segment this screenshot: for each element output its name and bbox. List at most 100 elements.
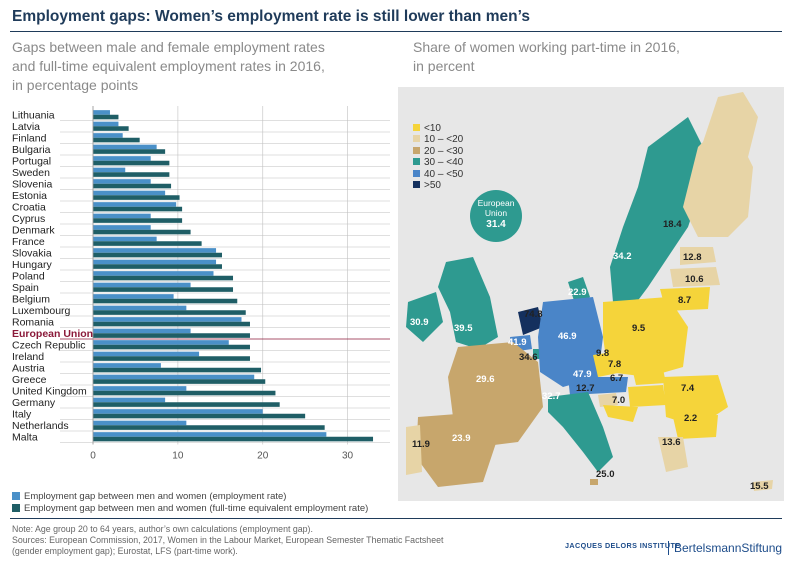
bar-employment-rate [93, 340, 229, 345]
bar-fte-rate [93, 264, 222, 269]
bar-fte-rate [93, 183, 172, 189]
map-italy [548, 392, 613, 472]
category-label: Croatia [12, 201, 46, 213]
bertelsmann-logo: BertelsmannStiftung [668, 541, 782, 555]
map-austria [568, 377, 628, 395]
bar-fte-rate [93, 379, 266, 384]
map-value-finland: 18.4 [663, 219, 682, 230]
legend-label-1: Employment gap between men and women (em… [24, 491, 287, 502]
legend-text: >50 [424, 179, 441, 191]
x-tick-label: 0 [90, 451, 96, 462]
bar-employment-rate [93, 110, 110, 115]
map-legend-item: 30 – <40 [413, 157, 463, 168]
category-label: Sweden [12, 167, 50, 179]
map-hungary [628, 385, 666, 407]
map-value-portugal: 11.9 [412, 439, 430, 450]
map-svg: 18.4 34.2 12.8 10.6 8.7 22.9 74.8 30.9 3… [406, 92, 773, 492]
map-value-denmark: 22.9 [568, 287, 587, 298]
legend-text: <10 [424, 123, 441, 134]
bar-employment-rate [93, 374, 255, 380]
note-line-1: Note: Age group 20 to 64 years, author’s… [12, 524, 313, 534]
map-value-uk: 39.5 [454, 323, 473, 334]
map-value-spain: 23.9 [452, 433, 471, 444]
category-label: Cyprus [12, 213, 45, 225]
map-slovakia [633, 369, 666, 385]
legend-swatch [413, 158, 420, 166]
category-label: Ireland [12, 351, 44, 363]
bar-fte-rate [93, 287, 234, 292]
bar-employment-rate [93, 248, 217, 253]
bar-fte-rate [93, 390, 276, 396]
bar-employment-rate [93, 294, 174, 299]
x-tick-label: 10 [172, 451, 184, 462]
map-value-netherlands: 74.8 [524, 309, 543, 320]
category-label: Portugal [12, 155, 51, 167]
x-tick-label: 20 [257, 451, 269, 462]
map-subtitle-line-1: Share of women working part-time in 2016… [413, 39, 680, 55]
bar-employment-rate [93, 167, 126, 173]
map-value-cyprus: 15.5 [750, 481, 769, 492]
category-label: Finland [12, 132, 47, 144]
title-rule [10, 31, 782, 32]
category-label: Denmark [12, 224, 55, 236]
map-malta [590, 479, 598, 485]
legend-swatch [413, 124, 420, 131]
legend-swatch-dark [12, 504, 20, 512]
bar-employment-rate [93, 225, 151, 230]
legend-swatch [413, 146, 420, 154]
map-legend-item: 40 – <50 [413, 169, 463, 180]
bar-employment-rate [93, 202, 177, 207]
category-label: Luxembourg [12, 305, 71, 317]
bar-employment-rate [93, 213, 151, 219]
category-label: Latvia [12, 121, 40, 133]
category-label: Poland [12, 270, 45, 282]
map-value-germany: 46.9 [558, 331, 577, 342]
legend-text: 40 – <50 [424, 168, 464, 180]
bar-employment-rate [93, 386, 187, 391]
bar-fte-rate [93, 126, 129, 131]
category-label: Spain [12, 282, 39, 294]
map-value-greece: 13.6 [662, 437, 681, 448]
map-legend: <10 10 – <20 20 – <30 30 – <40 40 – <50 … [413, 123, 463, 191]
category-label: Romania [12, 316, 54, 328]
bar-fte-rate [93, 149, 166, 154]
bar-fte-rate [93, 298, 238, 304]
map-uk [438, 257, 498, 349]
bar-fte-rate [93, 252, 222, 258]
map-latvia [670, 267, 720, 287]
category-label: Slovakia [12, 247, 52, 259]
map-legend-item: 10 – <20 [413, 134, 463, 145]
legend-label-2: Employment gap between men and women (fu… [24, 503, 369, 514]
bar-legend-item-2: Employment gap between men and women (fu… [12, 503, 368, 514]
map-subtitle-line-2: in percent [413, 58, 475, 74]
map-finland [683, 117, 753, 237]
legend-swatch [413, 135, 420, 143]
footer-rule [10, 518, 782, 519]
map-ireland [406, 292, 443, 342]
map-estonia [680, 247, 716, 265]
bar-employment-rate [93, 432, 327, 437]
map-value-poland: 9.5 [632, 323, 646, 334]
map-croatia [603, 405, 638, 422]
bar-fte-rate [93, 367, 262, 373]
map-value-slovakia: 7.8 [608, 359, 621, 370]
bar-fte-rate [93, 195, 180, 200]
bar-subtitle-line-1: Gaps between male and female employment … [12, 39, 325, 55]
eu-badge-value: 31.4 [486, 219, 506, 230]
bar-employment-rate [93, 317, 242, 322]
bar-subtitle-line-3: in percentage points [12, 77, 139, 93]
bar-employment-rate [93, 282, 191, 288]
map-value-belgium: 41.9 [508, 337, 527, 348]
map-legend-item: <10 [413, 123, 463, 134]
map-value-malta: 25.0 [596, 469, 615, 480]
bar-subtitle-line-2: and full-time equivalent employment rate… [12, 58, 325, 74]
note-line-3: (gender employment gap); Eurostat, LFS (… [12, 546, 238, 556]
category-label: France [12, 236, 45, 248]
map-value-czech: 9.8 [596, 348, 609, 359]
category-label: United Kingdom [12, 385, 87, 397]
europe-map: 18.4 34.2 12.8 10.6 8.7 22.9 74.8 30.9 3… [398, 87, 784, 501]
map-czech [593, 349, 638, 377]
bar-employment-rate [93, 236, 157, 242]
category-label: Bulgaria [12, 144, 51, 156]
bar-fte-rate [93, 310, 246, 315]
